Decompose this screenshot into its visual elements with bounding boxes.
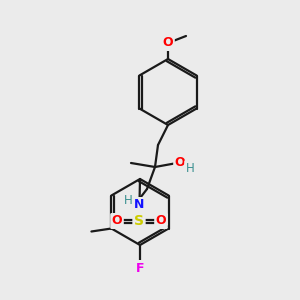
Text: N: N <box>134 199 144 212</box>
Text: O: O <box>175 157 185 169</box>
Text: H: H <box>124 194 132 206</box>
Text: F: F <box>136 262 144 275</box>
Text: O: O <box>156 214 166 227</box>
Text: O: O <box>163 37 173 50</box>
Text: S: S <box>134 214 144 228</box>
Text: H: H <box>186 161 194 175</box>
Text: O: O <box>112 214 122 227</box>
